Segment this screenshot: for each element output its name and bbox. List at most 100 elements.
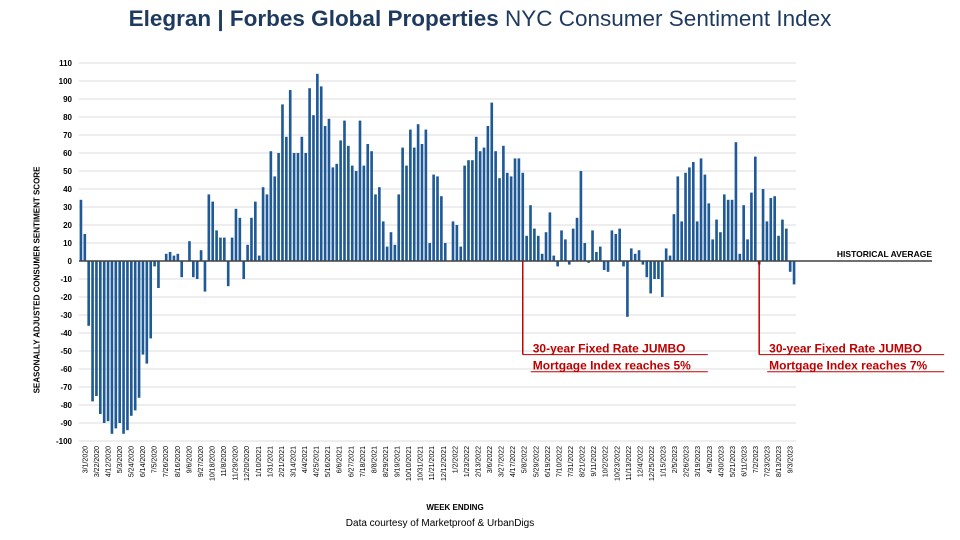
bar bbox=[463, 165, 466, 261]
bar bbox=[409, 129, 412, 261]
x-tick-label: 8/16/2020 bbox=[175, 446, 182, 477]
bar bbox=[192, 261, 195, 278]
x-tick-label: 1/31/2021 bbox=[267, 446, 274, 477]
bar bbox=[87, 261, 91, 326]
bar bbox=[261, 187, 265, 261]
bar bbox=[680, 221, 683, 261]
bar bbox=[443, 243, 447, 261]
x-tick-label: 7/18/2021 bbox=[360, 446, 367, 477]
bar bbox=[781, 219, 784, 261]
bar bbox=[653, 261, 656, 279]
bar bbox=[626, 261, 629, 317]
x-tick-label: 12/12/2021 bbox=[441, 446, 448, 481]
bar bbox=[598, 246, 602, 261]
x-tick-label: 5/16/2021 bbox=[325, 446, 332, 477]
y-tick-label: 90 bbox=[63, 95, 72, 104]
bar bbox=[490, 102, 494, 261]
y-tick-label: -50 bbox=[60, 347, 72, 356]
bar bbox=[149, 261, 153, 339]
bar bbox=[215, 230, 218, 261]
bar bbox=[544, 232, 548, 261]
bar bbox=[358, 120, 362, 261]
annotation-label: 30-year Fixed Rate JUMBO bbox=[769, 342, 922, 356]
bar bbox=[157, 261, 160, 288]
bar bbox=[153, 261, 156, 267]
bar bbox=[730, 199, 734, 261]
x-tick-label: 3/27/2022 bbox=[499, 446, 506, 477]
y-axis-label: SEASONALLY ADJUSTED CONSUMER SENTIMENT S… bbox=[32, 166, 42, 394]
x-tick-label: 8/29/2021 bbox=[383, 446, 390, 477]
bar bbox=[323, 126, 327, 261]
x-tick-label: 1/10/2021 bbox=[256, 446, 263, 477]
bar bbox=[750, 192, 753, 261]
x-tick-label: 10/18/2020 bbox=[209, 446, 216, 481]
bar bbox=[339, 140, 342, 261]
x-tick-label: 8/13/2023 bbox=[776, 446, 783, 477]
bar bbox=[168, 252, 172, 261]
y-tick-label: -30 bbox=[60, 311, 72, 320]
bar bbox=[273, 176, 277, 261]
bar bbox=[238, 217, 242, 261]
bar bbox=[591, 230, 594, 261]
historical-average-label: HISTORICAL AVERAGE bbox=[837, 249, 932, 259]
bar bbox=[269, 151, 273, 261]
x-tick-label: 9/11/2022 bbox=[591, 446, 598, 477]
y-tick-label: -80 bbox=[60, 401, 72, 410]
bar bbox=[381, 221, 385, 261]
y-tick-label: -10 bbox=[60, 275, 72, 284]
bar bbox=[792, 261, 796, 285]
bar bbox=[494, 151, 497, 261]
x-axis-label: WEEK ENDING bbox=[426, 503, 484, 512]
y-tick-label: 30 bbox=[63, 203, 72, 212]
bar bbox=[753, 156, 757, 261]
bar bbox=[308, 88, 311, 261]
bar bbox=[91, 261, 94, 402]
y-tick-label: 70 bbox=[63, 131, 72, 140]
x-tick-label: 2/5/2023 bbox=[672, 446, 679, 473]
bar bbox=[684, 172, 687, 261]
bar bbox=[637, 250, 641, 261]
bar bbox=[106, 261, 110, 422]
bar bbox=[122, 261, 125, 434]
bar bbox=[761, 189, 765, 261]
y-tick-label: -60 bbox=[60, 365, 72, 374]
bar bbox=[513, 158, 517, 261]
bar bbox=[525, 235, 528, 261]
bar bbox=[517, 158, 521, 261]
x-tick-label: 9/6/2020 bbox=[186, 446, 193, 473]
x-tick-label: 11/29/2020 bbox=[233, 446, 240, 481]
x-tick-label: 5/21/2023 bbox=[730, 446, 737, 477]
bar bbox=[451, 221, 455, 261]
x-tick-label: 5/24/2020 bbox=[129, 446, 136, 477]
x-tick-label: 4/17/2022 bbox=[510, 446, 517, 477]
bar bbox=[719, 232, 722, 261]
x-tick-label: 4/4/2021 bbox=[302, 446, 309, 473]
bar bbox=[319, 86, 323, 262]
bar bbox=[715, 219, 718, 261]
bar bbox=[633, 253, 637, 261]
bar bbox=[436, 176, 439, 261]
y-tick-label: 110 bbox=[59, 59, 72, 68]
bar bbox=[784, 228, 788, 261]
bar bbox=[676, 176, 680, 261]
bar bbox=[691, 162, 695, 261]
bar bbox=[734, 142, 738, 261]
chart-title-brand: Elegran | Forbes Global Properties bbox=[128, 6, 499, 31]
bar bbox=[726, 199, 730, 261]
bar bbox=[641, 261, 645, 265]
x-tick-label: 11/21/2021 bbox=[429, 446, 436, 481]
bar bbox=[265, 194, 269, 261]
bar bbox=[405, 165, 408, 261]
bar bbox=[226, 261, 230, 287]
y-tick-label: 50 bbox=[63, 167, 72, 176]
bar bbox=[533, 228, 536, 261]
bar bbox=[327, 118, 331, 261]
bar bbox=[343, 120, 346, 261]
bar bbox=[629, 248, 633, 261]
x-tick-label: 4/30/2023 bbox=[718, 446, 725, 477]
bar bbox=[440, 196, 443, 261]
bar bbox=[257, 255, 261, 261]
x-tick-label: 1/23/2022 bbox=[464, 446, 471, 477]
bar bbox=[393, 244, 397, 261]
x-tick-label: 7/23/2023 bbox=[765, 446, 772, 477]
